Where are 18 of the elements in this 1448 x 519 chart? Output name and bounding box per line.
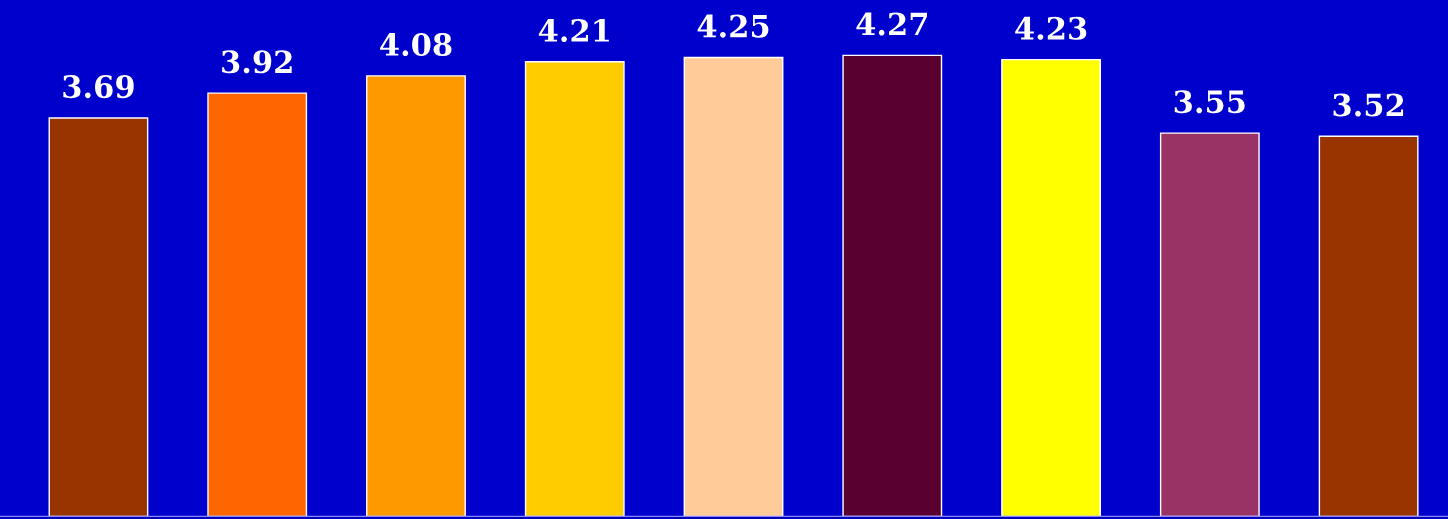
bar [207,92,308,517]
data-label: 3.55 [1174,90,1245,114]
data-label: 4.27 [856,12,927,36]
data-label: 3.52 [1333,93,1404,117]
bar [1001,58,1101,517]
data-label: 4.08 [380,32,452,57]
bar [366,75,466,517]
bar [683,56,784,517]
data-label: 3.69 [63,75,134,99]
data-label: 4.21 [538,18,609,42]
bar [48,117,149,517]
bar [842,54,943,517]
data-label: 4.23 [1015,16,1087,40]
bar [1159,132,1260,517]
data-label: 3.92 [222,50,292,74]
bar [524,61,625,517]
bar [1318,135,1419,517]
data-label: 4.25 [697,14,769,38]
